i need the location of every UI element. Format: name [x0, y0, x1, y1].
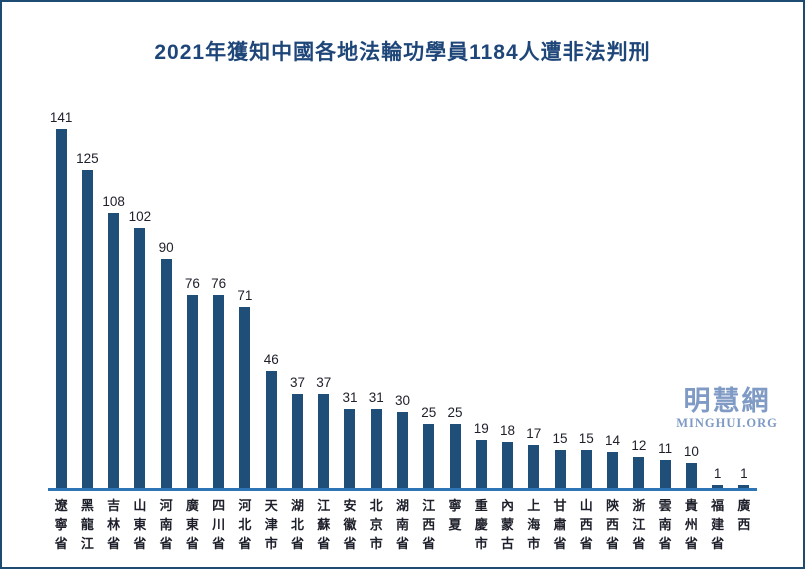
x-axis-label: 湖南省: [395, 498, 409, 551]
x-axis-label: 黑龍江: [80, 498, 94, 551]
x-axis-label: 河南省: [159, 498, 173, 551]
x-axis-label: 廣東省: [185, 498, 199, 551]
x-axis-label: 北京市: [369, 498, 383, 551]
bar-value-label: 25: [421, 405, 437, 420]
bar-value-label: 1: [740, 466, 748, 481]
bar-浙江省: [633, 457, 645, 488]
bar-內蒙古: [502, 442, 514, 488]
bar-value-label: 37: [316, 375, 332, 390]
bar-value-label: 1: [713, 466, 722, 481]
bar-value-label: 11: [658, 441, 673, 456]
bar-山西省: [580, 450, 592, 488]
bar-value-label: 31: [368, 390, 384, 405]
x-axis-label: 江蘇省: [317, 498, 331, 551]
chart-title: 2021年獲知中國各地法輪功學員1184人遭非法判刑: [154, 41, 651, 64]
bar-河南省: [160, 259, 172, 488]
bar-廣西: [738, 485, 750, 488]
bar-value-label: 76: [211, 276, 227, 291]
x-axis-label: 江西省: [422, 498, 436, 551]
bar-value-label: 31: [342, 390, 358, 405]
bar-四川省: [213, 295, 225, 488]
bar-雲南省: [659, 460, 671, 488]
bar-陝西省: [607, 452, 619, 488]
x-axis-label: 浙江省: [632, 498, 646, 551]
bar-貴州省: [685, 463, 697, 488]
bar-廣東省: [186, 295, 198, 488]
bar-value-label: 10: [683, 444, 699, 459]
bar-value-label: 25: [447, 405, 463, 420]
x-axis-line: [48, 488, 757, 491]
x-axis-label: 重慶市: [474, 498, 488, 551]
bar-value-label: 141: [49, 110, 73, 125]
bar-重慶市: [475, 440, 487, 488]
bar-上海市: [528, 445, 540, 488]
bar-山東省: [134, 228, 146, 488]
bar-value-label: 71: [237, 288, 253, 303]
bar-天津市: [265, 371, 277, 488]
x-axis-label: 遼寧省: [54, 498, 68, 551]
bar-江西省: [423, 424, 435, 488]
bar-value-label: 14: [605, 433, 621, 448]
bar-value-label: 18: [500, 423, 516, 438]
minghui-watermark: 明慧網 MINGHUI.ORG: [657, 386, 797, 431]
x-axis-label: 山西省: [579, 498, 593, 551]
x-axis-label: 福建省: [711, 498, 725, 551]
x-axis-label: 雲南省: [658, 498, 672, 551]
x-axis-label: 吉林省: [107, 498, 121, 551]
bar-湖北省: [291, 394, 303, 488]
x-axis-label: 上海市: [527, 498, 541, 551]
minghui-logo-latin: MINGHUI.ORG: [676, 416, 778, 430]
bar-value-label: 15: [578, 431, 594, 446]
bar-value-label: 17: [526, 426, 542, 441]
x-axis-label: 河北省: [238, 498, 252, 551]
x-axis-label: 湖北省: [290, 498, 304, 551]
bar-value-label: 76: [184, 276, 200, 291]
bar-value-label: 125: [76, 151, 99, 166]
bar-value-label: 30: [394, 393, 411, 408]
bar-value-label: 102: [128, 209, 152, 224]
x-axis-label: 山東省: [133, 498, 147, 551]
bar-遼寧省: [55, 129, 67, 488]
bar-value-label: 19: [473, 421, 489, 436]
x-axis-label: 陝西省: [606, 498, 620, 551]
x-axis-label: 四川省: [212, 498, 226, 551]
bar-吉林省: [108, 213, 120, 488]
bar-北京市: [370, 409, 382, 488]
bar-value-label: 46: [263, 352, 279, 367]
bar-value-label: 37: [289, 375, 305, 390]
x-axis-label: 安徽省: [343, 498, 357, 551]
bar-黑龍江: [81, 170, 93, 488]
bar-安徽省: [344, 409, 356, 488]
bar-value-label: 15: [552, 431, 568, 446]
bar-value-label: 12: [631, 438, 647, 453]
x-axis-label: 貴州省: [684, 498, 698, 551]
x-axis-label: 甘肅省: [553, 498, 567, 551]
bar-湖南省: [397, 412, 408, 488]
x-axis-label: 天津市: [264, 498, 278, 551]
x-axis-label: 廣西: [737, 498, 751, 532]
bar-value-label: 108: [102, 194, 125, 209]
bar-value-label: 90: [158, 240, 174, 255]
x-axis-label: 寧夏: [448, 498, 462, 532]
bar-河北省: [239, 307, 251, 488]
x-axis-label: 內蒙古: [501, 498, 515, 551]
minghui-logo-cjk: 明慧網: [683, 386, 771, 416]
bar-江蘇省: [318, 394, 330, 488]
bar-甘肅省: [554, 450, 566, 488]
bar-福建省: [712, 485, 724, 488]
bar-寧夏: [449, 424, 461, 488]
